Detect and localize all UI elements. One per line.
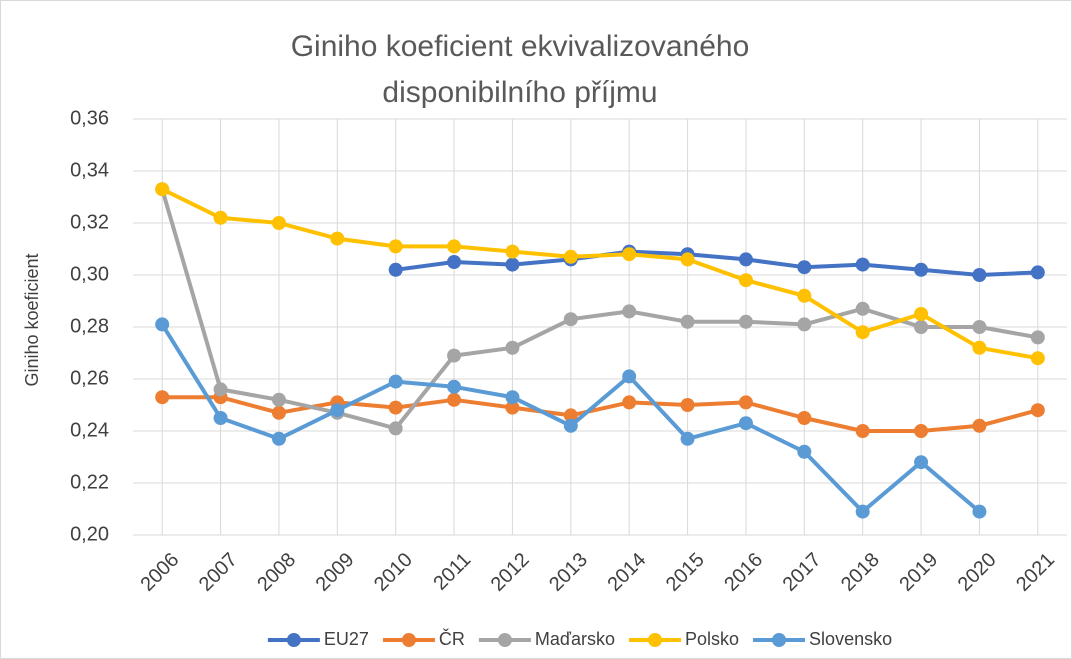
data-point	[797, 411, 812, 425]
data-point	[271, 431, 286, 446]
data-point	[738, 314, 753, 329]
data-point	[388, 374, 403, 389]
data-point	[680, 314, 695, 329]
data-point	[914, 424, 929, 438]
legend-label: ČR	[439, 628, 465, 649]
data-point	[447, 379, 462, 394]
data-point	[680, 252, 695, 267]
data-point	[797, 288, 812, 303]
data-point	[155, 182, 170, 197]
y-tick-label: 0,22	[70, 471, 109, 493]
data-point	[797, 444, 812, 459]
data-point	[1030, 265, 1045, 280]
legend-label: Slovensko	[809, 629, 892, 649]
data-point	[155, 317, 170, 332]
legend-swatch-marker	[497, 633, 512, 647]
legend-swatch-marker	[772, 633, 787, 647]
data-point	[213, 411, 228, 425]
data-point	[155, 390, 170, 405]
chart-title: Giniho koeficient ekvivalizovaného dispo…	[290, 30, 750, 109]
data-point	[505, 400, 520, 415]
y-tick-label: 0,32	[70, 211, 109, 233]
data-point	[1030, 403, 1045, 418]
legend-swatch-marker	[648, 633, 663, 647]
data-point	[213, 210, 228, 225]
data-point	[563, 408, 578, 423]
data-point	[388, 400, 403, 415]
data-point	[505, 244, 520, 259]
data-point	[505, 390, 520, 405]
data-point	[797, 260, 812, 275]
data-point	[855, 257, 870, 272]
data-point	[505, 257, 520, 272]
data-point	[1030, 330, 1045, 345]
data-point	[330, 231, 345, 246]
data-point	[914, 307, 929, 321]
y-tick-label: 0,24	[70, 419, 109, 441]
legend-label: Maďarsko	[535, 629, 615, 649]
data-point	[447, 392, 462, 407]
data-point	[330, 403, 345, 418]
data-point	[271, 392, 286, 407]
y-tick-label: 0,34	[70, 159, 109, 181]
data-point	[388, 239, 403, 254]
legend-swatch-marker	[401, 633, 416, 647]
data-point	[271, 405, 286, 420]
legend: EU27 ČR Maďarsko Polsko Slovensko	[267, 628, 892, 649]
data-point	[622, 369, 637, 384]
data-point	[914, 262, 929, 277]
data-point	[388, 262, 403, 277]
data-point	[972, 320, 987, 334]
y-axis-label: Giniho koeficient	[22, 253, 42, 386]
series-line	[160, 188, 1039, 431]
data-point	[680, 398, 695, 412]
data-point	[972, 504, 987, 519]
data-point	[447, 255, 462, 269]
data-point	[972, 340, 987, 355]
data-point	[388, 421, 403, 436]
data-point	[914, 320, 929, 334]
y-tick-label: 0,30	[70, 263, 109, 285]
data-point	[738, 416, 753, 431]
data-point	[622, 395, 637, 410]
data-point	[797, 317, 812, 332]
data-point	[855, 504, 870, 519]
y-tick-label: 0,28	[70, 315, 109, 337]
data-point	[738, 273, 753, 288]
data-point	[855, 301, 870, 316]
legend-label: Polsko	[685, 629, 739, 649]
data-point	[855, 424, 870, 438]
data-point	[213, 382, 228, 397]
data-point	[271, 216, 286, 230]
data-point	[563, 312, 578, 327]
data-point	[680, 431, 695, 446]
data-point	[972, 268, 987, 282]
data-point	[505, 340, 520, 355]
legend-swatch-marker	[286, 633, 301, 647]
series-line	[161, 187, 1039, 361]
data-point	[855, 325, 870, 340]
data-point	[447, 239, 462, 254]
y-tick-label: 0,26	[70, 367, 109, 389]
data-point	[1030, 351, 1045, 366]
y-tick-label: 0,20	[70, 523, 109, 545]
data-point	[622, 247, 637, 262]
data-point	[563, 249, 578, 264]
data-point	[622, 304, 637, 319]
data-point	[738, 395, 753, 410]
legend-label: EU27	[324, 629, 369, 649]
data-point	[447, 348, 462, 363]
data-point	[972, 418, 987, 433]
data-point	[563, 418, 578, 433]
data-point	[738, 252, 753, 267]
series-line	[395, 249, 1038, 277]
y-tick-label: 0,36	[70, 107, 109, 129]
data-point	[914, 455, 929, 470]
